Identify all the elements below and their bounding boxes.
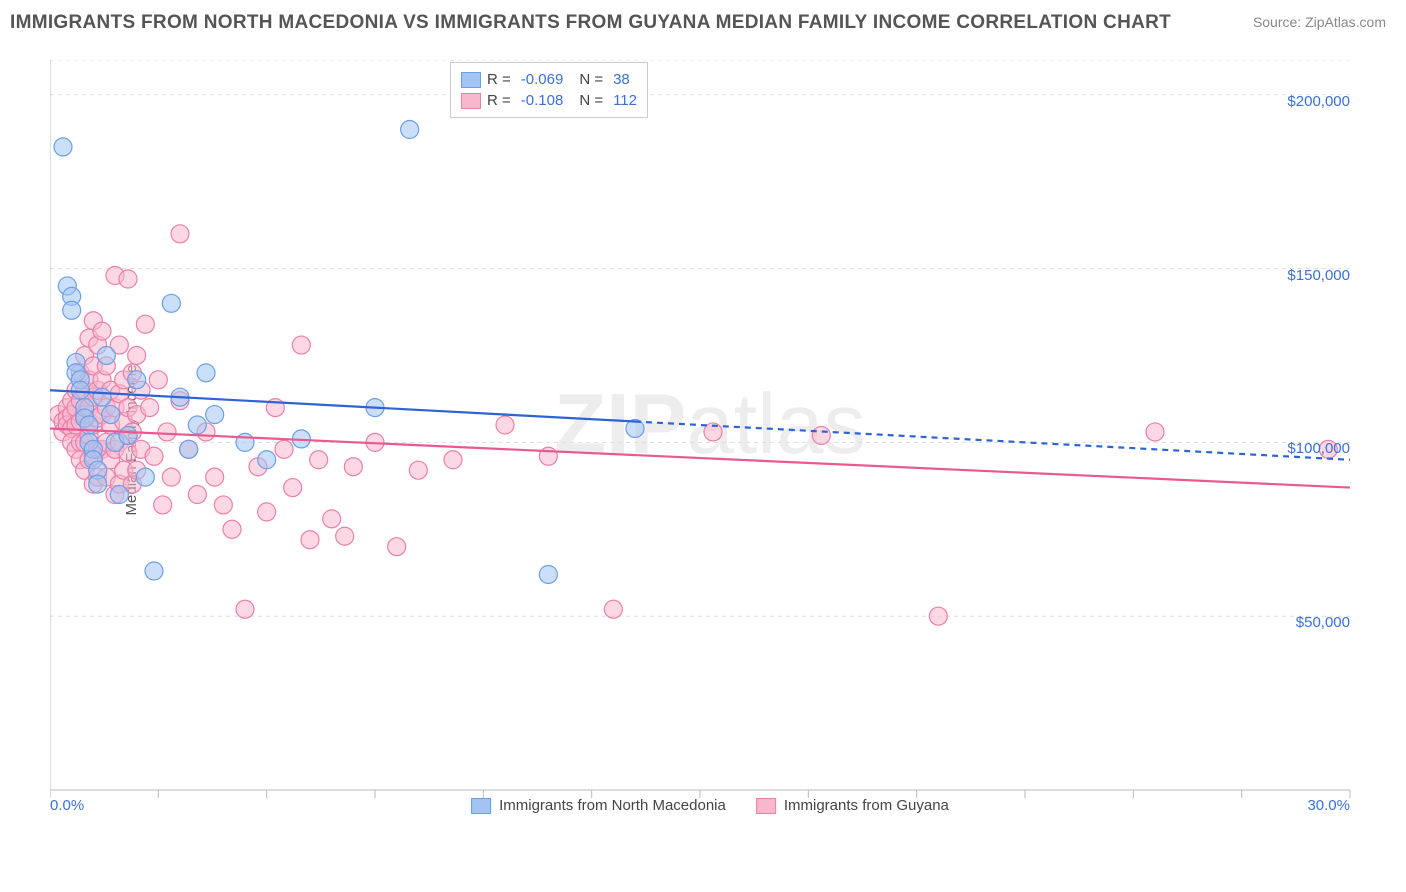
legend-label-1: Immigrants from North Macedonia [499,797,726,814]
x-axis-min-label: 0.0% [50,797,84,814]
stats-swatch-1 [461,72,481,88]
stats-n-value-1: 38 [613,71,630,88]
y-tick-label: $200,000 [1287,93,1350,110]
stats-row-series1: R = -0.069 N = 38 [461,69,637,90]
legend-label-2: Immigrants from Guyana [784,797,949,814]
stats-row-series2: R = -0.108 N = 112 [461,90,637,111]
y-tick-label: $100,000 [1287,440,1350,457]
legend-item-2: Immigrants from Guyana [756,797,949,814]
chart-title: IMMIGRANTS FROM NORTH MACEDONIA VS IMMIG… [10,12,1171,34]
stats-n-label: N = [579,71,603,88]
stats-r-value-2: -0.108 [521,92,564,109]
x-axis-max-label: 30.0% [1307,797,1350,814]
y-tick-label: $50,000 [1296,614,1350,631]
y-tick-label: $150,000 [1287,267,1350,284]
chart-container: Median Family Income ZIPatlas R = -0.069… [50,60,1370,820]
stats-box: R = -0.069 N = 38 R = -0.108 N = 112 [450,62,648,118]
chart-svg [50,60,1370,820]
legend-swatch-1 [471,798,491,814]
legend-item-1: Immigrants from North Macedonia [471,797,726,814]
legend-swatch-2 [756,798,776,814]
stats-n-label-2: N = [579,92,603,109]
stats-swatch-2 [461,93,481,109]
bottom-legend: Immigrants from North Macedonia Immigran… [471,797,949,814]
stats-n-value-2: 112 [613,92,637,109]
stats-r-label-2: R = [487,92,511,109]
source-attribution: Source: ZipAtlas.com [1253,14,1386,30]
stats-r-value-1: -0.069 [521,71,564,88]
stats-r-label: R = [487,71,511,88]
